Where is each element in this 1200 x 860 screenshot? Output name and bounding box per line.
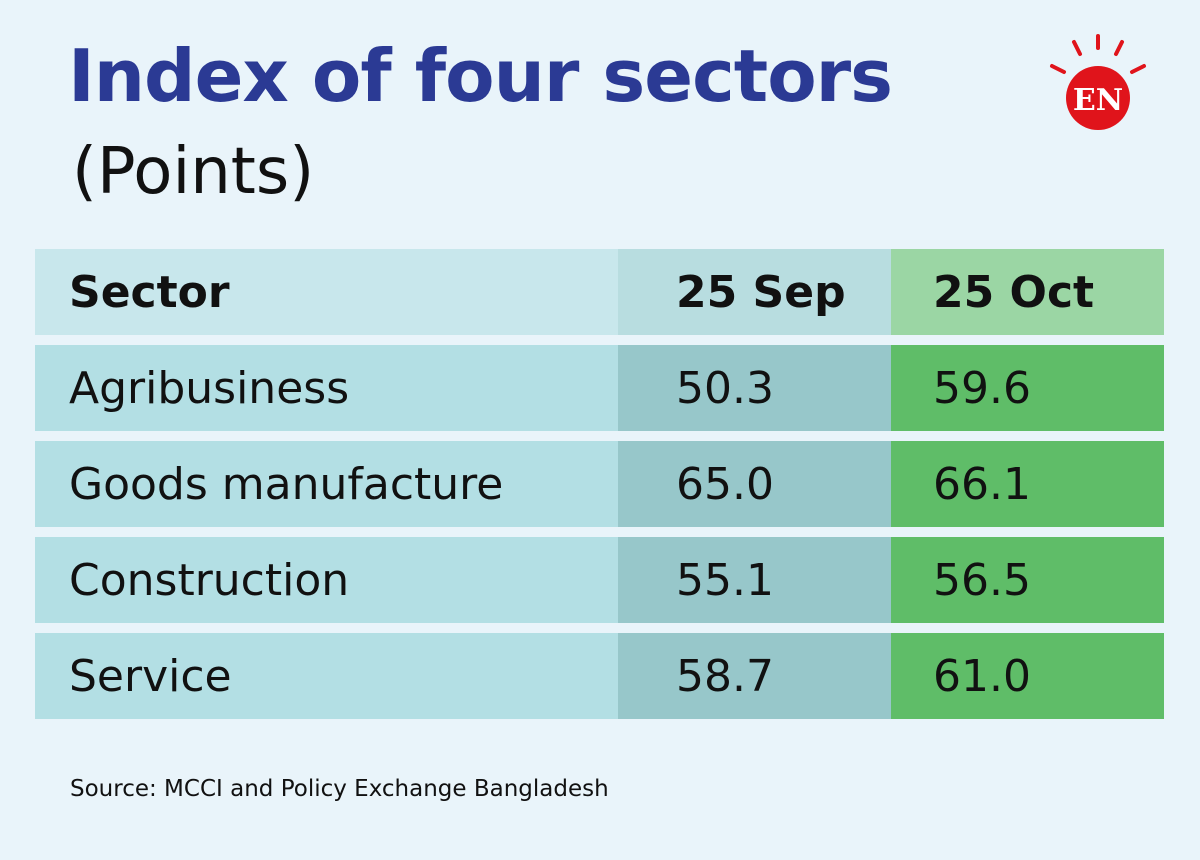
oct-value-cell: 56.5 bbox=[891, 537, 1164, 623]
oct-value-cell: 66.1 bbox=[891, 441, 1164, 527]
sector-cell: Goods manufacture bbox=[35, 441, 618, 527]
column-header-25-oct: 25 Oct bbox=[891, 249, 1164, 335]
sep-value-cell: 50.3 bbox=[618, 345, 891, 431]
sector-cell: Service bbox=[35, 633, 618, 719]
source-note: Source: MCCI and Policy Exchange Banglad… bbox=[70, 776, 609, 802]
table-header-row: Sector 25 Sep 25 Oct bbox=[35, 249, 1164, 335]
sector-cell: Agribusiness bbox=[35, 345, 618, 431]
chart-title: Index of four sectors bbox=[68, 34, 893, 118]
oct-value-cell: 59.6 bbox=[891, 345, 1164, 431]
sector-cell: Construction bbox=[35, 537, 618, 623]
chart-subtitle: (Points) bbox=[72, 135, 315, 209]
sep-value-cell: 65.0 bbox=[618, 441, 891, 527]
logo-text: EN bbox=[1073, 83, 1123, 118]
oct-value-cell: 61.0 bbox=[891, 633, 1164, 719]
table-row: Agribusiness 50.3 59.6 bbox=[35, 345, 1164, 431]
table-row: Service 58.7 61.0 bbox=[35, 633, 1164, 719]
sector-index-table: Sector 25 Sep 25 Oct Agribusiness 50.3 5… bbox=[35, 249, 1164, 729]
sep-value-cell: 58.7 bbox=[618, 633, 891, 719]
table-row: Goods manufacture 65.0 66.1 bbox=[35, 441, 1164, 527]
table-row: Construction 55.1 56.5 bbox=[35, 537, 1164, 623]
en-logo: EN bbox=[1050, 34, 1146, 130]
column-header-sector: Sector bbox=[35, 249, 618, 335]
sep-value-cell: 55.1 bbox=[618, 537, 891, 623]
column-header-25-sep: 25 Sep bbox=[618, 249, 891, 335]
